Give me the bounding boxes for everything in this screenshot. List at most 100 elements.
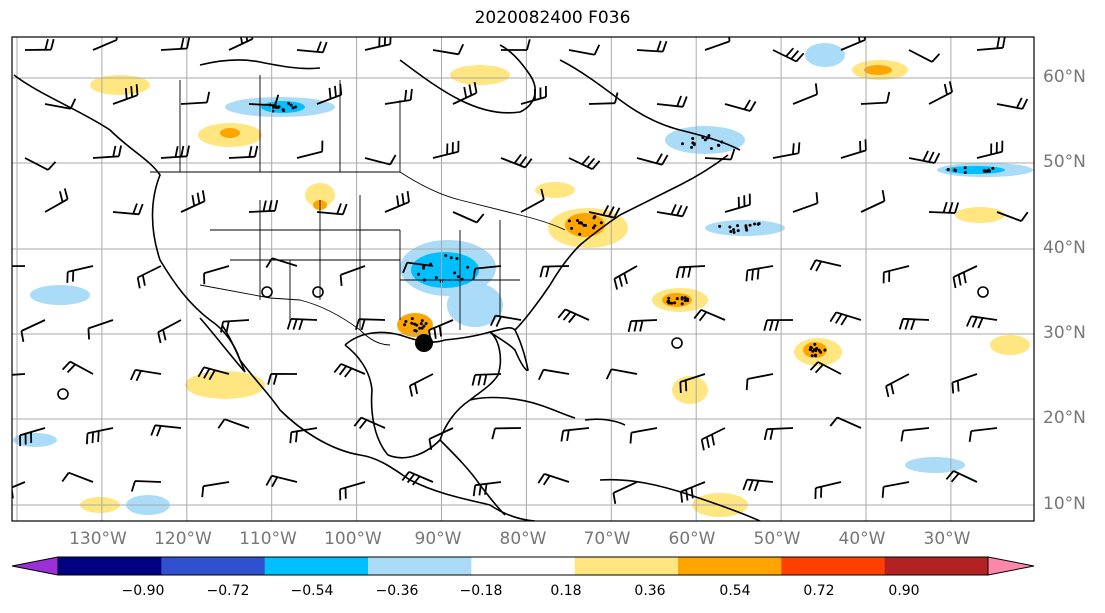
wind-barb [92, 145, 122, 159]
wind-barb [966, 315, 998, 329]
stipple-dot [817, 348, 821, 352]
wind-barb [428, 319, 454, 342]
wind-barb [898, 317, 930, 331]
wind-barb [12, 265, 26, 268]
wind-barb [860, 189, 886, 213]
stipple-dot [271, 105, 275, 109]
wind-barb [333, 363, 366, 378]
wind-barb [945, 470, 978, 483]
wind-barb [129, 369, 162, 382]
canada-provinces [179, 75, 401, 172]
shade-patch [447, 283, 503, 327]
shade-patch [864, 65, 892, 75]
stipple-dot [744, 226, 748, 230]
lat-label-60n: 60°N [1043, 67, 1086, 87]
colorbar-segment [884, 557, 989, 575]
wind-barb [693, 308, 726, 322]
wind-barb [364, 154, 397, 166]
shade-patch [411, 252, 479, 288]
shade-patch [672, 376, 708, 404]
wind-barb [539, 265, 570, 278]
lon-label-30w: 30°W [923, 529, 971, 549]
stipple-dot [577, 221, 581, 225]
stipple-dot [592, 226, 595, 230]
lon-label-70w: 70°W [583, 529, 631, 549]
stipple-dot [276, 105, 279, 109]
colorbar-tick-label: −0.54 [290, 583, 334, 599]
cuba [469, 396, 576, 419]
stipple-dot [413, 322, 417, 326]
stipple-dot [728, 225, 732, 229]
arctic-islands [199, 59, 321, 70]
wind-barb [636, 40, 668, 53]
stipple-dot [707, 134, 711, 137]
stipple-dot [419, 322, 423, 326]
lon-label-90w: 90°W [414, 529, 462, 549]
lon-label-60w: 60°W [668, 529, 716, 549]
colorbar-tick-label: −0.72 [206, 583, 250, 599]
wind-barb [588, 92, 619, 105]
stipple-dot [744, 224, 748, 228]
wind-barb [588, 204, 621, 219]
stipple-dot [954, 169, 957, 172]
wind-barb [130, 480, 162, 492]
stipple-dot [813, 342, 817, 346]
lon-label-130w: 130°W [69, 529, 127, 549]
wind-barb [537, 368, 570, 381]
wind-barbs [12, 37, 1029, 504]
stipple-dot [456, 275, 460, 279]
wind-barb [908, 150, 941, 164]
colorbar-tick-label: −0.18 [459, 583, 503, 599]
stipple-dot [987, 169, 991, 173]
wind-barb [180, 91, 211, 105]
stipple-dot [593, 224, 597, 228]
wind-barb [568, 155, 601, 171]
wind-barb [339, 265, 366, 286]
stipple-dot [282, 109, 286, 113]
stipple-dot [736, 224, 739, 228]
wind-barb [267, 373, 298, 385]
lat-label-10n: 10°N [1043, 494, 1086, 514]
wind-barb [792, 192, 819, 213]
lat-label-50n: 50°N [1043, 152, 1086, 172]
wind-barb [840, 139, 867, 159]
stipple-dot [667, 296, 671, 300]
wind-barb [428, 427, 454, 450]
stipple-dot [813, 348, 816, 352]
stipple-dot [716, 143, 720, 147]
wind-barb [24, 38, 55, 51]
colorbar-tick-label: 0.54 [719, 583, 751, 599]
wind-barb [402, 261, 434, 274]
stipple-dot [670, 301, 674, 305]
wind-barb [860, 91, 891, 105]
stipple-dot [410, 317, 414, 321]
wind-barb [763, 427, 794, 441]
wind-barb [265, 474, 298, 488]
stipple-dot [567, 219, 571, 223]
wind-barb [384, 190, 410, 213]
stipple-dot [453, 271, 457, 275]
wind-barb [24, 157, 57, 171]
stipple-dot [683, 296, 687, 300]
wind-barb [112, 203, 144, 216]
colorbar-segment [471, 557, 576, 575]
stipple-dot [809, 345, 813, 349]
stipple-dot [420, 319, 424, 323]
lon-label-50w: 50°W [753, 529, 801, 549]
stipple-dot [404, 320, 408, 323]
wind-barb [220, 319, 250, 333]
stipple-dot [690, 145, 694, 149]
stipple-dot [417, 272, 420, 276]
stipple-dot [692, 143, 696, 147]
wind-barb [742, 478, 774, 492]
wind-barb [157, 319, 182, 344]
colorbar-segment [574, 557, 679, 575]
wind-barb [296, 41, 328, 54]
wind-barb [829, 311, 862, 326]
wind-barb [840, 37, 866, 51]
stipple-dot [403, 323, 407, 327]
stipple-dot [449, 256, 453, 260]
lon-label-40w: 40°W [838, 529, 886, 549]
wind-barb [968, 427, 998, 443]
